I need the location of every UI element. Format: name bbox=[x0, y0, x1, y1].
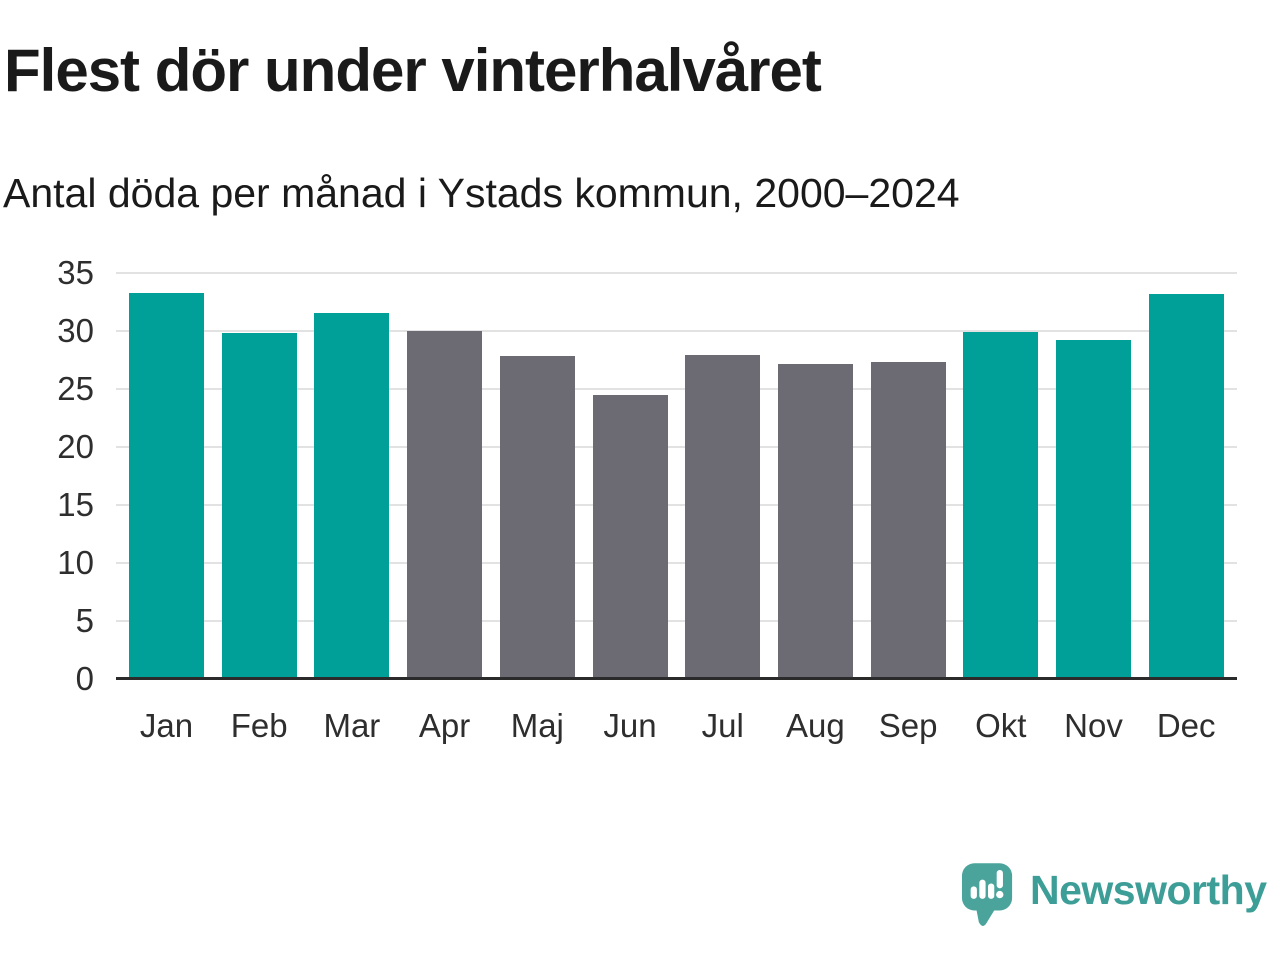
x-axis-line bbox=[116, 677, 1237, 680]
y-tick-label-35: 35 bbox=[57, 254, 94, 291]
gridline-35 bbox=[116, 272, 1237, 274]
bar-dec bbox=[1148, 293, 1224, 680]
x-tick-label-okt: Okt bbox=[975, 707, 1027, 744]
y-tick-label-5: 5 bbox=[75, 602, 94, 639]
y-tick-label-15: 15 bbox=[57, 486, 94, 523]
x-tick-label-apr: Apr bbox=[418, 707, 471, 744]
bar-nov bbox=[1056, 340, 1131, 680]
y-tick-label-30: 30 bbox=[57, 312, 94, 349]
bar-jan bbox=[129, 292, 204, 680]
chart-title: Flest dör under vinterhalvåret bbox=[4, 37, 822, 104]
x-tick-label-feb: Feb bbox=[230, 707, 288, 744]
gridline-10 bbox=[116, 562, 1237, 564]
x-tick-label-aug: Aug bbox=[786, 707, 845, 744]
bar-aug bbox=[777, 364, 853, 680]
y-tick-label-20: 20 bbox=[57, 428, 94, 465]
x-tick-label-mar: Mar bbox=[323, 707, 381, 744]
gridline-15 bbox=[116, 504, 1237, 506]
y-tick-label-10: 10 bbox=[57, 544, 94, 581]
x-tick-label-jul: Jul bbox=[701, 707, 744, 744]
x-tick-label-sep: Sep bbox=[878, 707, 938, 744]
y-tick-label-0: 0 bbox=[75, 660, 94, 697]
x-tick-label-maj: Maj bbox=[510, 707, 564, 744]
bar-sep bbox=[870, 362, 946, 680]
newsworthy-logo-icon bbox=[961, 863, 1013, 926]
x-tick-label-jun: Jun bbox=[603, 707, 657, 744]
bar-jun bbox=[592, 394, 668, 680]
gridline-30 bbox=[116, 330, 1237, 332]
gridline-5 bbox=[116, 620, 1237, 622]
x-tick-label-nov: Nov bbox=[1064, 707, 1123, 744]
bar-maj bbox=[499, 356, 575, 680]
bar-jul bbox=[685, 355, 761, 680]
x-tick-label-dec: Dec bbox=[1156, 707, 1216, 744]
chart-subtitle: Antal döda per månad i Ystads kommun, 20… bbox=[3, 170, 960, 216]
bar-feb bbox=[221, 333, 297, 680]
x-tick-label-jan: Jan bbox=[139, 707, 194, 744]
y-tick-label-25: 25 bbox=[57, 370, 94, 407]
bar-mar bbox=[314, 313, 390, 680]
gridline-20 bbox=[116, 446, 1237, 448]
newsworthy-logo-text: Newsworthy bbox=[1030, 867, 1267, 913]
bar-apr bbox=[407, 330, 483, 680]
gridline-25 bbox=[116, 388, 1237, 390]
bar-okt bbox=[963, 332, 1039, 680]
newsworthy-logo: Newsworthy bbox=[961, 862, 1267, 932]
